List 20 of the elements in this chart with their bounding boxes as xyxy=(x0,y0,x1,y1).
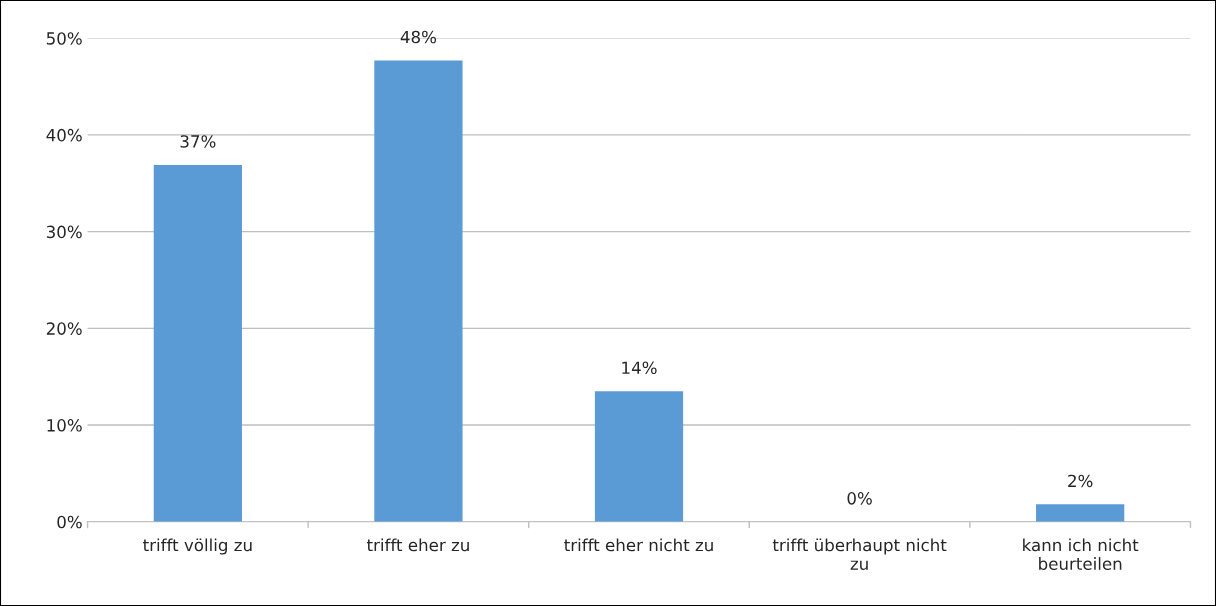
data-label: 14% xyxy=(622,361,657,375)
y-tick-label: 0% xyxy=(57,515,82,529)
x-tick-label: trifft völlig zu xyxy=(143,538,252,555)
bar xyxy=(153,164,242,522)
x-tick-label: trifft eher zu xyxy=(366,538,469,552)
y-tick-label: 50% xyxy=(46,32,82,45)
y-tick-label: 10% xyxy=(47,419,82,432)
bar xyxy=(374,60,463,522)
x-tick-label: trifft überhaupt nicht zu xyxy=(772,538,947,570)
y-tick-label: 40% xyxy=(46,128,82,142)
bar xyxy=(1036,504,1125,522)
y-tick-label: 20% xyxy=(46,322,82,335)
x-tick-label: trifft eher nicht zu xyxy=(564,538,713,552)
data-label: 37% xyxy=(180,135,216,148)
bar xyxy=(594,391,684,522)
x-tick-label: kann ich nicht beurteilen xyxy=(1023,538,1139,570)
data-label: 48% xyxy=(400,30,437,44)
data-label: 2% xyxy=(1068,474,1093,488)
y-tick-label: 30% xyxy=(46,225,82,239)
data-label: 0% xyxy=(847,492,872,505)
